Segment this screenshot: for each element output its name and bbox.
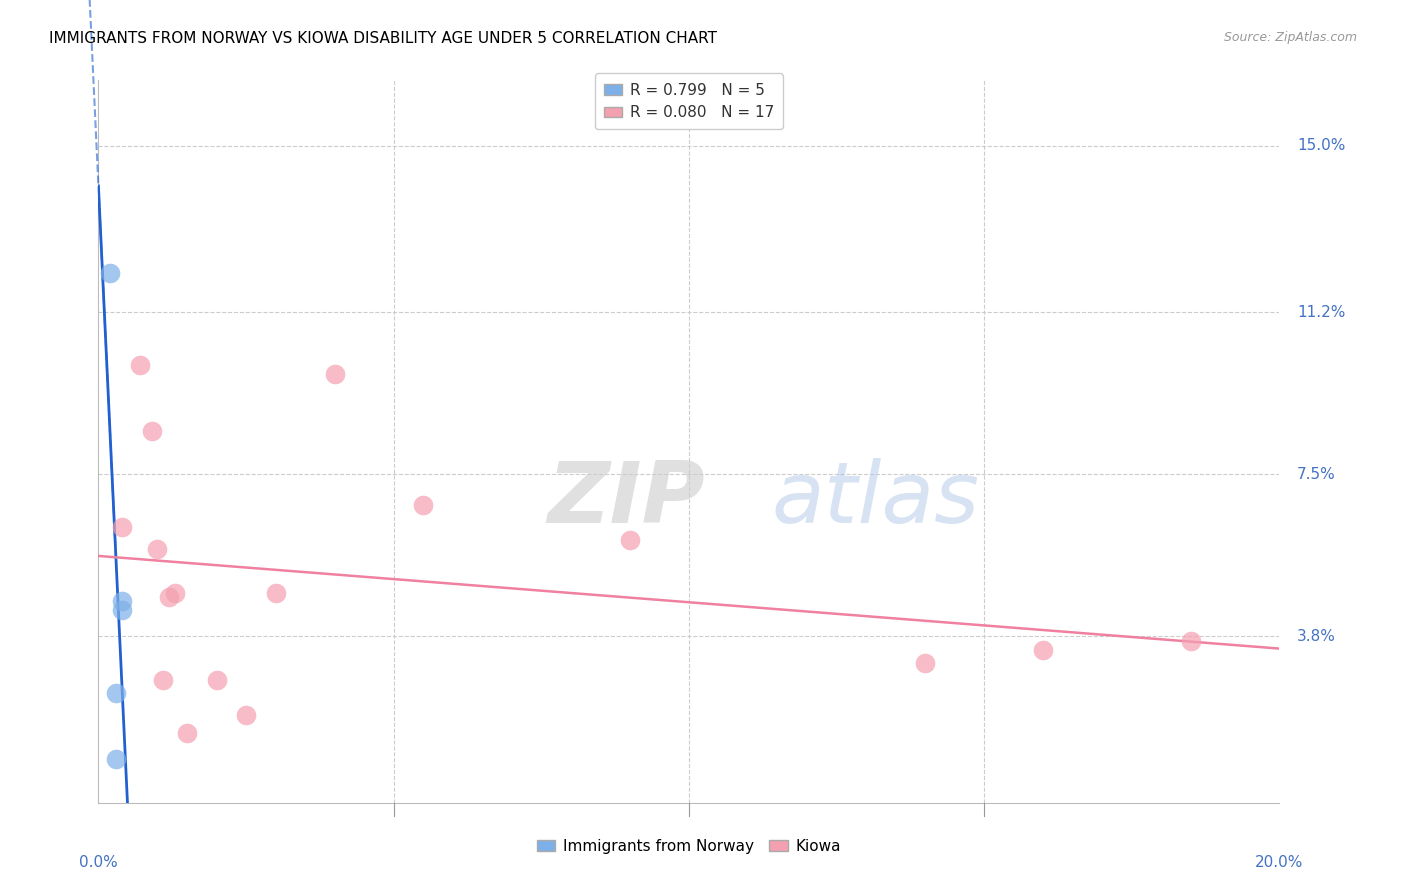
Text: IMMIGRANTS FROM NORWAY VS KIOWA DISABILITY AGE UNDER 5 CORRELATION CHART: IMMIGRANTS FROM NORWAY VS KIOWA DISABILI… xyxy=(49,31,717,46)
Point xyxy=(176,725,198,739)
Text: 0.0%: 0.0% xyxy=(79,855,118,871)
Point xyxy=(323,367,346,381)
Point xyxy=(205,673,228,688)
Point xyxy=(128,358,150,372)
Point xyxy=(98,266,121,280)
Point xyxy=(111,520,134,534)
Point xyxy=(111,603,134,617)
Point xyxy=(914,656,936,670)
Legend: Immigrants from Norway, Kiowa: Immigrants from Norway, Kiowa xyxy=(531,833,846,860)
Point xyxy=(105,752,128,766)
Text: 3.8%: 3.8% xyxy=(1298,629,1336,644)
Point xyxy=(235,708,257,723)
Text: atlas: atlas xyxy=(772,458,980,541)
Point xyxy=(1032,642,1054,657)
Point xyxy=(264,585,287,599)
Point xyxy=(165,585,187,599)
Point xyxy=(1180,633,1202,648)
Point xyxy=(105,686,128,700)
Point xyxy=(152,673,174,688)
Text: 7.5%: 7.5% xyxy=(1298,467,1336,482)
Point xyxy=(412,498,434,512)
Text: Source: ZipAtlas.com: Source: ZipAtlas.com xyxy=(1223,31,1357,45)
Text: ZIP: ZIP xyxy=(547,458,704,541)
Point xyxy=(619,533,641,547)
Point xyxy=(157,590,180,604)
Text: 15.0%: 15.0% xyxy=(1298,138,1346,153)
Point xyxy=(141,424,163,438)
Point xyxy=(146,541,169,556)
Text: 11.2%: 11.2% xyxy=(1298,305,1346,320)
Text: 20.0%: 20.0% xyxy=(1256,855,1303,871)
Point xyxy=(111,594,134,608)
